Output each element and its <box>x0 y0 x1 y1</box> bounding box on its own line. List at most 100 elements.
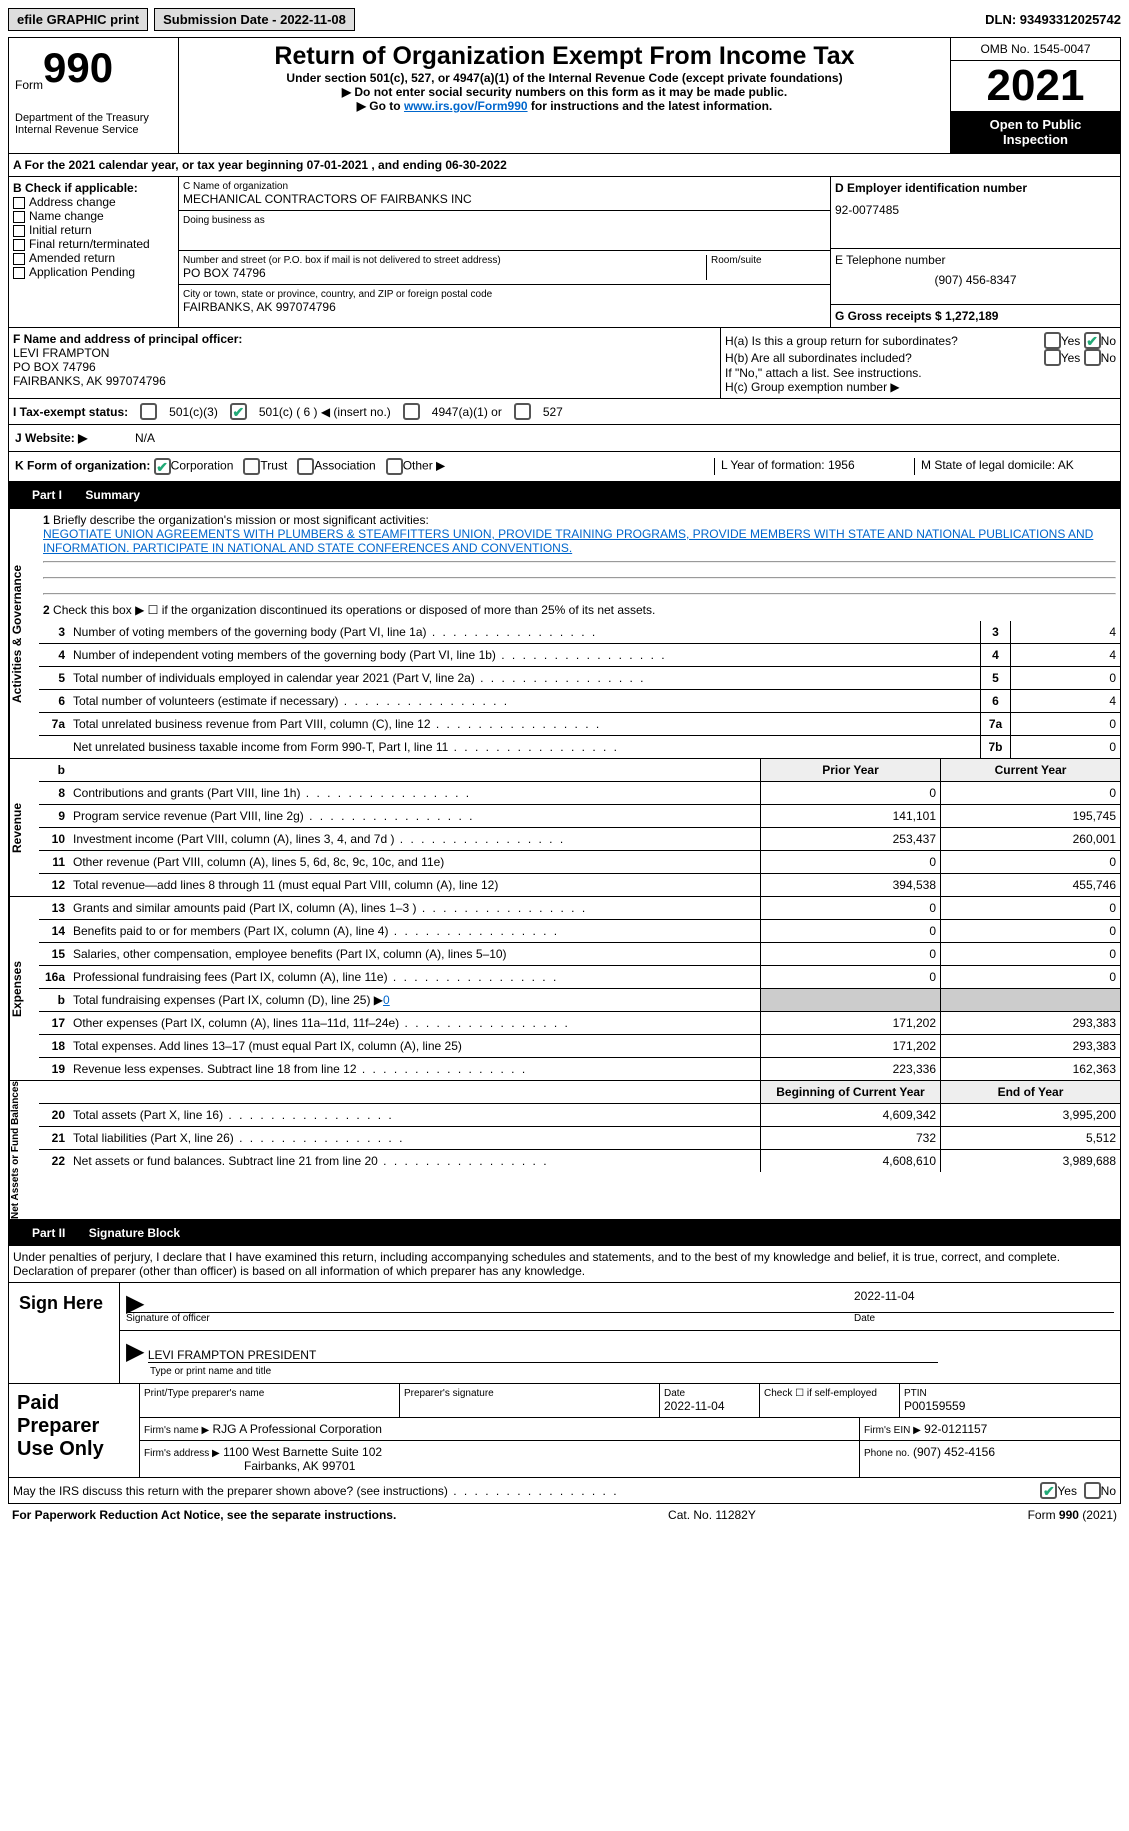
i-a1: 4947(a)(1) or <box>432 405 502 419</box>
line5: 5Total number of individuals employed in… <box>39 667 1120 690</box>
chk-final-return[interactable] <box>13 239 25 251</box>
i-527: 527 <box>543 405 563 419</box>
ln18-n: 18 <box>39 1035 69 1057</box>
ln11-n: 11 <box>39 851 69 873</box>
chk-corp[interactable] <box>154 458 171 475</box>
k-assoc: Association <box>314 459 375 473</box>
ln16b-py <box>760 989 940 1011</box>
chk-4947[interactable] <box>403 403 420 420</box>
part-2-header: Part II Signature Block <box>8 1220 1121 1246</box>
ln7a-b: 7a <box>980 713 1010 735</box>
prep-row-1: Print/Type preparer's name Preparer's si… <box>140 1384 1120 1418</box>
ln3-n: 3 <box>39 621 69 643</box>
ln7b-n <box>39 736 69 758</box>
ln13-d: Grants and similar amounts paid (Part IX… <box>69 897 760 919</box>
chk-501c[interactable] <box>230 403 247 420</box>
ln5-n: 5 <box>39 667 69 689</box>
ln5-v: 0 <box>1010 667 1120 689</box>
ln20-py: 4,609,342 <box>760 1104 940 1126</box>
ln8-py: 0 <box>760 782 940 804</box>
top-bar: efile GRAPHIC print Submission Date - 20… <box>8 8 1121 31</box>
c-label: C Name of organization <box>183 181 826 192</box>
dba-label: Doing business as <box>183 215 826 226</box>
chk-initial-return[interactable] <box>13 225 25 237</box>
chk-501c3[interactable] <box>140 403 157 420</box>
b-item-0: Address change <box>29 195 116 209</box>
chk-amended-return[interactable] <box>13 253 25 265</box>
line19: 19Revenue less expenses. Subtract line 1… <box>39 1058 1120 1080</box>
ln18-py: 171,202 <box>760 1035 940 1057</box>
irs-link[interactable]: www.irs.gov/Form990 <box>404 99 528 113</box>
chk-other[interactable] <box>386 458 403 475</box>
ln9-py: 141,101 <box>760 805 940 827</box>
ln7a-d: Total unrelated business revenue from Pa… <box>69 713 980 735</box>
goto-line: ▶ Go to www.irs.gov/Form990 for instruct… <box>189 99 940 113</box>
chk-name-change[interactable] <box>13 211 25 223</box>
l-year: L Year of formation: 1956 <box>714 458 914 475</box>
chk-discuss-no[interactable] <box>1084 1482 1101 1499</box>
ln3-d: Number of voting members of the governin… <box>69 621 980 643</box>
form-title-block: Return of Organization Exempt From Incom… <box>179 38 950 153</box>
na-sidelabel: Net Assets or Fund Balances <box>9 1081 39 1219</box>
k-trust: Trust <box>260 459 287 473</box>
ln15-py: 0 <box>760 943 940 965</box>
chk-ha-yes[interactable] <box>1044 332 1061 349</box>
part2-label: Part II <box>16 1224 75 1242</box>
dln-label: DLN: 93493312025742 <box>985 12 1121 27</box>
prepname-lbl: Print/Type preparer's name <box>144 1388 395 1399</box>
signer-name: LEVI FRAMPTON PRESIDENT <box>148 1348 316 1362</box>
d-ein-block: D Employer identification number 92-0077… <box>830 177 1120 327</box>
ln19-n: 19 <box>39 1058 69 1080</box>
empty-d <box>69 759 760 781</box>
ln6-n: 6 <box>39 690 69 712</box>
ln12-n: 12 <box>39 874 69 896</box>
dept-label: Department of the Treasury Internal Reve… <box>15 112 172 136</box>
chk-trust[interactable] <box>243 458 260 475</box>
chk-assoc[interactable] <box>297 458 314 475</box>
ln6-d: Total number of volunteers (estimate if … <box>69 690 980 712</box>
sig-name-line: ▶ LEVI FRAMPTON PRESIDENT Type or print … <box>120 1331 1120 1383</box>
chk-527[interactable] <box>514 403 531 420</box>
ha-label: H(a) Is this a group return for subordin… <box>725 334 1044 348</box>
part2-title: Signature Block <box>89 1226 180 1240</box>
ln13-py: 0 <box>760 897 940 919</box>
prepsig-lbl: Preparer's signature <box>404 1388 655 1399</box>
chk-address-change[interactable] <box>13 197 25 209</box>
chk-hb-yes[interactable] <box>1044 349 1061 366</box>
line16b: bTotal fundraising expenses (Part IX, co… <box>39 989 1120 1012</box>
firmaddr-lbl: Firm's address ▶ <box>144 1448 220 1459</box>
chk-discuss-yes[interactable] <box>1040 1482 1057 1499</box>
ln16b-cy <box>940 989 1120 1011</box>
hb-label: H(b) Are all subordinates included? <box>725 351 1044 365</box>
b-n: b <box>39 759 69 781</box>
ln10-n: 10 <box>39 828 69 850</box>
ln3-v: 4 <box>1010 621 1120 643</box>
revenue-section: Revenue bPrior YearCurrent Year 8Contrib… <box>8 759 1121 897</box>
efile-print-button[interactable]: efile GRAPHIC print <box>8 8 148 31</box>
sig-officer-line: ▶ Signature of officer 2022-11-04 Date <box>120 1283 1120 1331</box>
ln5-b: 5 <box>980 667 1010 689</box>
line11: 11Other revenue (Part VIII, column (A), … <box>39 851 1120 874</box>
org-address: PO BOX 74796 <box>183 266 706 280</box>
ln5-d: Total number of individuals employed in … <box>69 667 980 689</box>
ln15-d: Salaries, other compensation, employee b… <box>69 943 760 965</box>
ln9-cy: 195,745 <box>940 805 1120 827</box>
f-officer: F Name and address of principal officer:… <box>9 328 720 398</box>
yes1: Yes <box>1061 334 1081 348</box>
b-item-1: Name change <box>29 209 104 223</box>
chk-application-pending[interactable] <box>13 267 25 279</box>
ln21-n: 21 <box>39 1127 69 1149</box>
submission-date-box: Submission Date - 2022-11-08 <box>154 8 355 31</box>
ln14-n: 14 <box>39 920 69 942</box>
ln11-cy: 0 <box>940 851 1120 873</box>
perjury-statement: Under penalties of perjury, I declare th… <box>8 1246 1121 1283</box>
h-group: H(a) Is this a group return for subordin… <box>720 328 1120 398</box>
j-website: J Website: ▶ N/A <box>8 425 1121 452</box>
chk-selfemp[interactable]: Check ☐ if self-employed <box>764 1388 895 1399</box>
cy-hdr: Current Year <box>940 759 1120 781</box>
ln13-cy: 0 <box>940 897 1120 919</box>
chk-hb-no[interactable] <box>1084 349 1101 366</box>
firmaddr2: Fairbanks, AK 99701 <box>244 1459 355 1473</box>
chk-ha-no[interactable] <box>1084 332 1101 349</box>
paid-preparer-block: Paid Preparer Use Only Print/Type prepar… <box>8 1384 1121 1478</box>
